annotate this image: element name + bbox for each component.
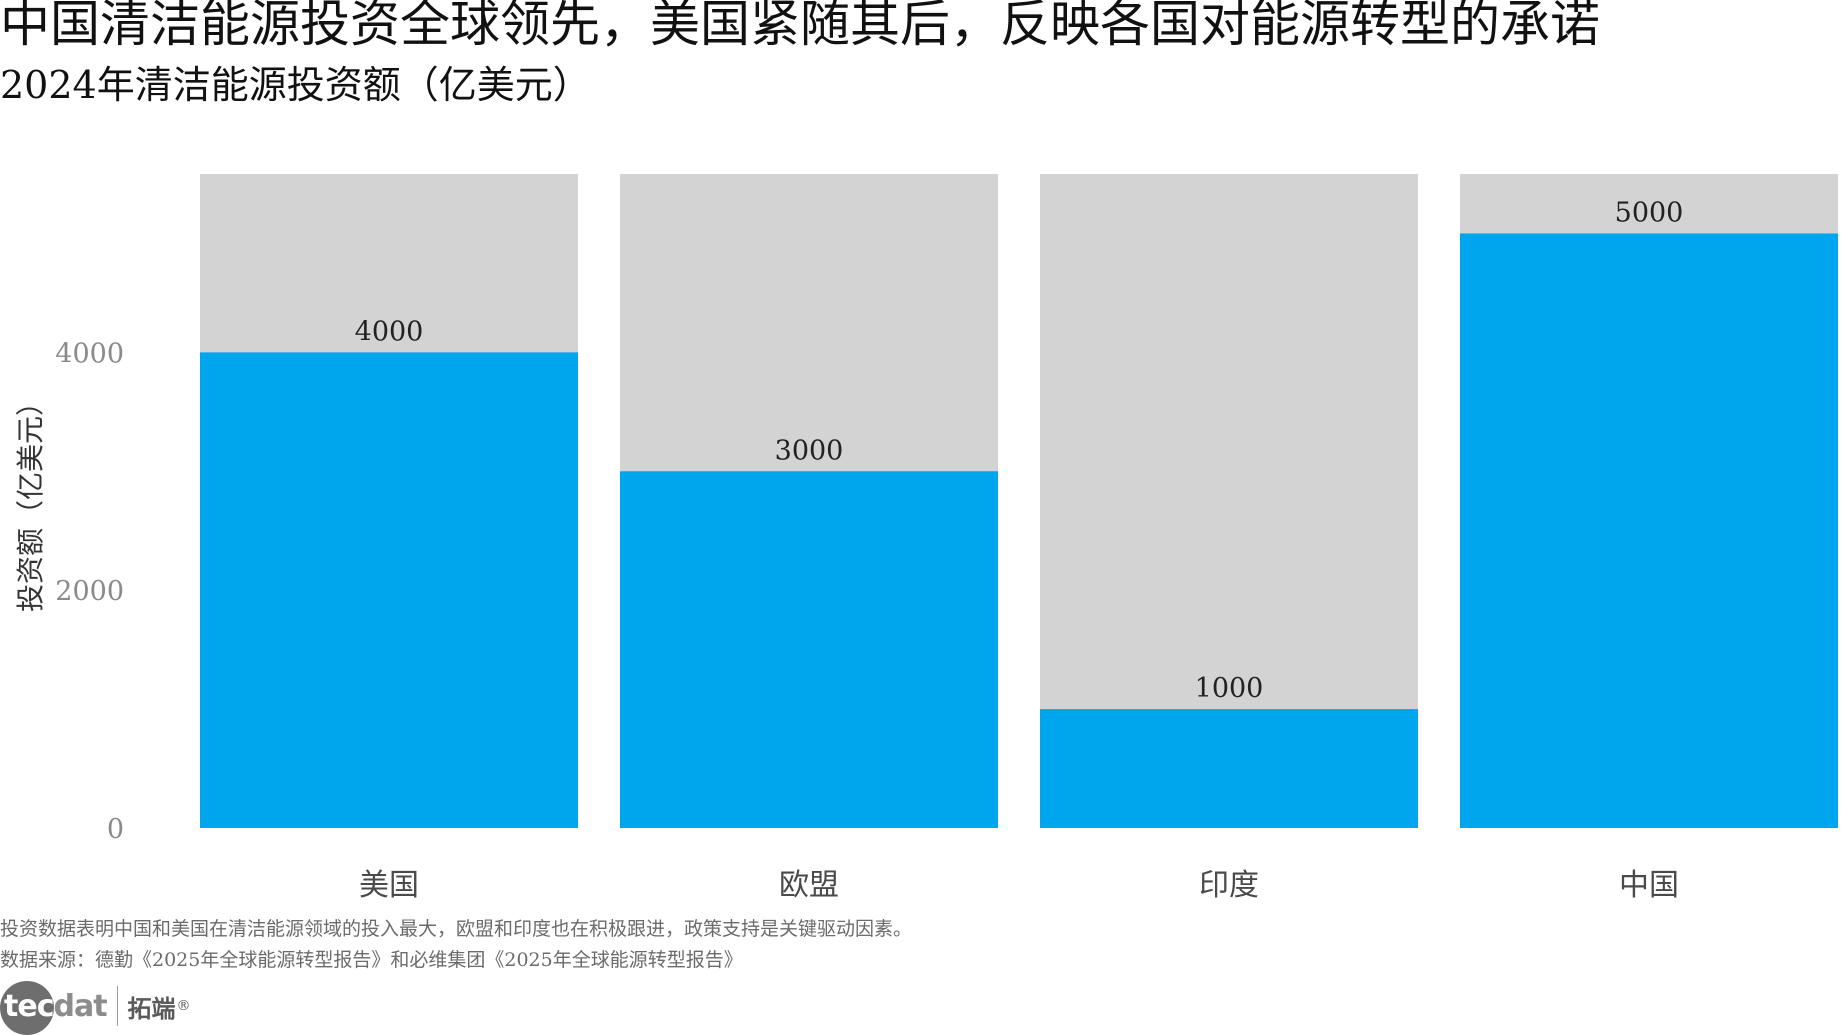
bar-chart: 4000 3000 1000 5000 0 2000 4000 美国 欧盟 印度 中国 投资额（… (14, 174, 1838, 903)
y-tick-label-3: 4000 (55, 338, 124, 369)
bar-1 (200, 352, 578, 828)
data-label-3: 1000 (1195, 673, 1264, 704)
tecdat-logo: tec dat 拓端 ® (0, 980, 191, 1035)
data-bars (200, 233, 1838, 829)
data-labels: 4000 3000 1000 5000 (355, 197, 1684, 704)
logo-divider (116, 986, 118, 1026)
y-axis-ticks: 0 2000 4000 (55, 338, 124, 845)
bar-3 (1040, 709, 1418, 828)
data-label-4: 5000 (1615, 197, 1684, 228)
data-source: 数据来源：德勤《2025年全球能源转型报告》和必维集团《2025年全球能源转型报… (0, 949, 743, 971)
logo-text-dat: dat (53, 988, 107, 1024)
data-label-2: 3000 (775, 435, 844, 466)
chart-title: 中国清洁能源投资全球领先，美国紧随其后，反映各国对能源转型的承诺 (0, 0, 1600, 53)
bar-2 (620, 471, 998, 828)
logo-mark: tec dat (0, 980, 108, 1035)
logo-text-tec: tec (4, 988, 54, 1024)
logo-chinese-name: 拓端 (127, 994, 176, 1023)
x-tick-label-1: 美国 (359, 868, 419, 903)
y-tick-label-1: 0 (107, 814, 124, 845)
logo-circle (0, 980, 54, 1035)
data-label-1: 4000 (355, 316, 424, 347)
y-axis-title: 投资额（亿美元） (14, 388, 47, 612)
x-tick-label-2: 欧盟 (779, 868, 839, 903)
x-tick-label-3: 印度 (1199, 868, 1259, 903)
chart-subtitle: 2024年清洁能源投资额（亿美元） (0, 63, 591, 107)
x-tick-label-4: 中国 (1619, 868, 1679, 903)
y-tick-label-2: 2000 (55, 576, 124, 607)
registered-mark: ® (176, 998, 191, 1014)
chart-note: 投资数据表明中国和美国在清洁能源领域的投入最大，欧盟和印度也在积极跟进，政策支持… (0, 918, 913, 940)
bar-4 (1460, 233, 1838, 829)
x-axis-labels: 美国 欧盟 印度 中国 (359, 868, 1679, 903)
